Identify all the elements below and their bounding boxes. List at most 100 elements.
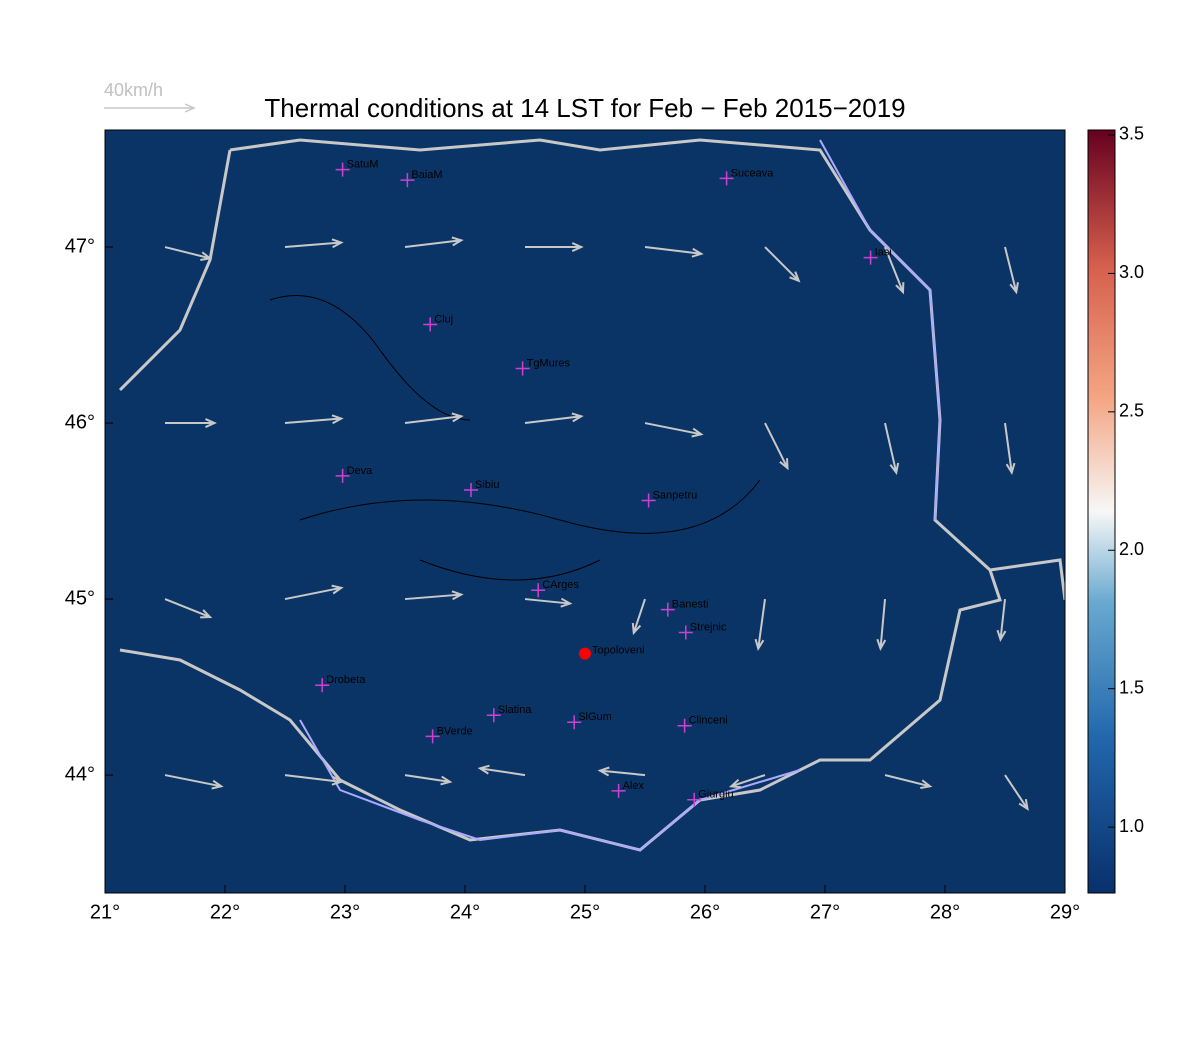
map-area xyxy=(105,130,1065,893)
wind-arrow xyxy=(284,238,344,249)
city-label: Sibiu xyxy=(475,479,499,491)
wind-arrow xyxy=(764,246,801,283)
city-label: SatuM xyxy=(347,159,379,171)
colorbar-tick-label: 2.5 xyxy=(1119,401,1144,421)
wind-arrow xyxy=(164,774,224,790)
y-tick-label: 47° xyxy=(65,235,95,257)
x-tick-label: 23° xyxy=(330,901,360,923)
x-tick-label: 21° xyxy=(90,901,120,923)
city-label: Iasi xyxy=(875,247,892,259)
wind-arrow xyxy=(104,103,196,113)
wind-arrow xyxy=(876,598,887,652)
city-marker xyxy=(464,482,478,497)
y-tick-label: 44° xyxy=(65,763,95,785)
city-marker xyxy=(400,173,415,188)
city-marker xyxy=(335,162,350,177)
wind-arrow xyxy=(1004,422,1016,475)
city-label: SlGum xyxy=(578,711,612,723)
y-tick-label: 46° xyxy=(65,411,95,433)
colorbar xyxy=(1087,129,1116,894)
wind-arrow xyxy=(631,598,646,636)
city-marker xyxy=(677,718,692,733)
wind-arrow xyxy=(404,774,453,786)
city-label: Clinceni xyxy=(689,715,728,727)
city-marker xyxy=(335,468,350,483)
wind-arrow xyxy=(284,584,344,601)
city-label: Banesti xyxy=(672,599,709,611)
city-label: CArges xyxy=(542,579,579,591)
city-label: Strejnic xyxy=(690,621,727,633)
city-marker xyxy=(567,715,582,730)
city-marker xyxy=(531,583,546,598)
x-tick-label: 27° xyxy=(810,901,840,923)
wind-arrow xyxy=(764,422,789,471)
wind-arrow xyxy=(404,590,464,601)
wind-arrow xyxy=(1004,246,1019,295)
city-label: Cluj xyxy=(434,313,453,325)
wind-arrow xyxy=(164,598,213,619)
colorbar-tick-label: 1.0 xyxy=(1119,816,1144,836)
city-label: Giurgiu xyxy=(698,789,733,801)
city-marker xyxy=(425,729,440,744)
wind-arrow xyxy=(644,246,704,258)
city-marker xyxy=(719,171,734,186)
wind-arrow xyxy=(754,598,766,652)
city-label: Alex xyxy=(623,780,645,792)
x-tick-label: 29° xyxy=(1050,901,1080,923)
wind-arrow xyxy=(284,414,344,425)
city-marker xyxy=(515,361,530,376)
city-label: Suceava xyxy=(731,167,775,179)
city-marker xyxy=(423,317,438,332)
wind-arrow xyxy=(477,764,526,777)
wind-arrow xyxy=(597,766,646,777)
wind-arrow xyxy=(404,236,464,249)
city-marker xyxy=(863,250,878,265)
city-marker xyxy=(641,493,656,508)
x-tick-label: 22° xyxy=(210,901,240,923)
colorbar-tick-label: 1.5 xyxy=(1119,677,1144,697)
site-marker xyxy=(579,647,591,660)
wind-reference-label: 40km/h xyxy=(104,80,163,100)
x-tick-label: 28° xyxy=(930,901,960,923)
x-tick-label: 26° xyxy=(690,901,720,923)
city-marker xyxy=(315,678,330,693)
river xyxy=(299,139,942,852)
city-marker xyxy=(611,783,626,798)
wind-arrow xyxy=(164,246,213,261)
city-label: BaiaM xyxy=(411,169,442,181)
site-label: Topoloveni xyxy=(592,645,645,657)
terrain-contour xyxy=(269,295,761,581)
city-label: Slatina xyxy=(498,704,533,716)
city-marker xyxy=(486,708,501,723)
colorbar-tick-label: 2.0 xyxy=(1119,539,1144,559)
x-tick-label: 25° xyxy=(570,901,600,923)
wind-arrow xyxy=(525,242,584,252)
wind-arrow xyxy=(644,422,704,438)
city-label: TgMures xyxy=(527,357,571,369)
wind-arrow xyxy=(884,246,905,295)
colorbar-tick-label: 3.0 xyxy=(1119,262,1144,282)
wind-arrow xyxy=(524,597,573,608)
wind-arrow xyxy=(996,598,1007,643)
wind-arrow xyxy=(884,774,933,790)
city-marker xyxy=(660,602,675,617)
y-tick-label: 45° xyxy=(65,587,95,609)
map-background xyxy=(105,130,1065,893)
wind-arrow xyxy=(884,422,900,475)
wind-arrow xyxy=(728,774,766,789)
city-label: Drobeta xyxy=(326,674,366,686)
colorbar-tick-label: 3.5 xyxy=(1119,124,1144,144)
title: Thermal conditions at 14 LST for Feb − F… xyxy=(264,93,905,123)
wind-arrow xyxy=(284,774,344,786)
wind-arrow xyxy=(165,418,217,428)
city-marker xyxy=(678,625,693,640)
x-tick-label: 24° xyxy=(450,901,480,923)
city-label: BVerde xyxy=(437,725,473,737)
city-label: Deva xyxy=(347,465,374,477)
wind-arrow xyxy=(404,412,464,425)
city-label: Sanpetru xyxy=(653,489,698,501)
wind-arrow xyxy=(1004,774,1029,811)
city-marker xyxy=(687,792,702,807)
wind-arrow xyxy=(524,412,584,425)
